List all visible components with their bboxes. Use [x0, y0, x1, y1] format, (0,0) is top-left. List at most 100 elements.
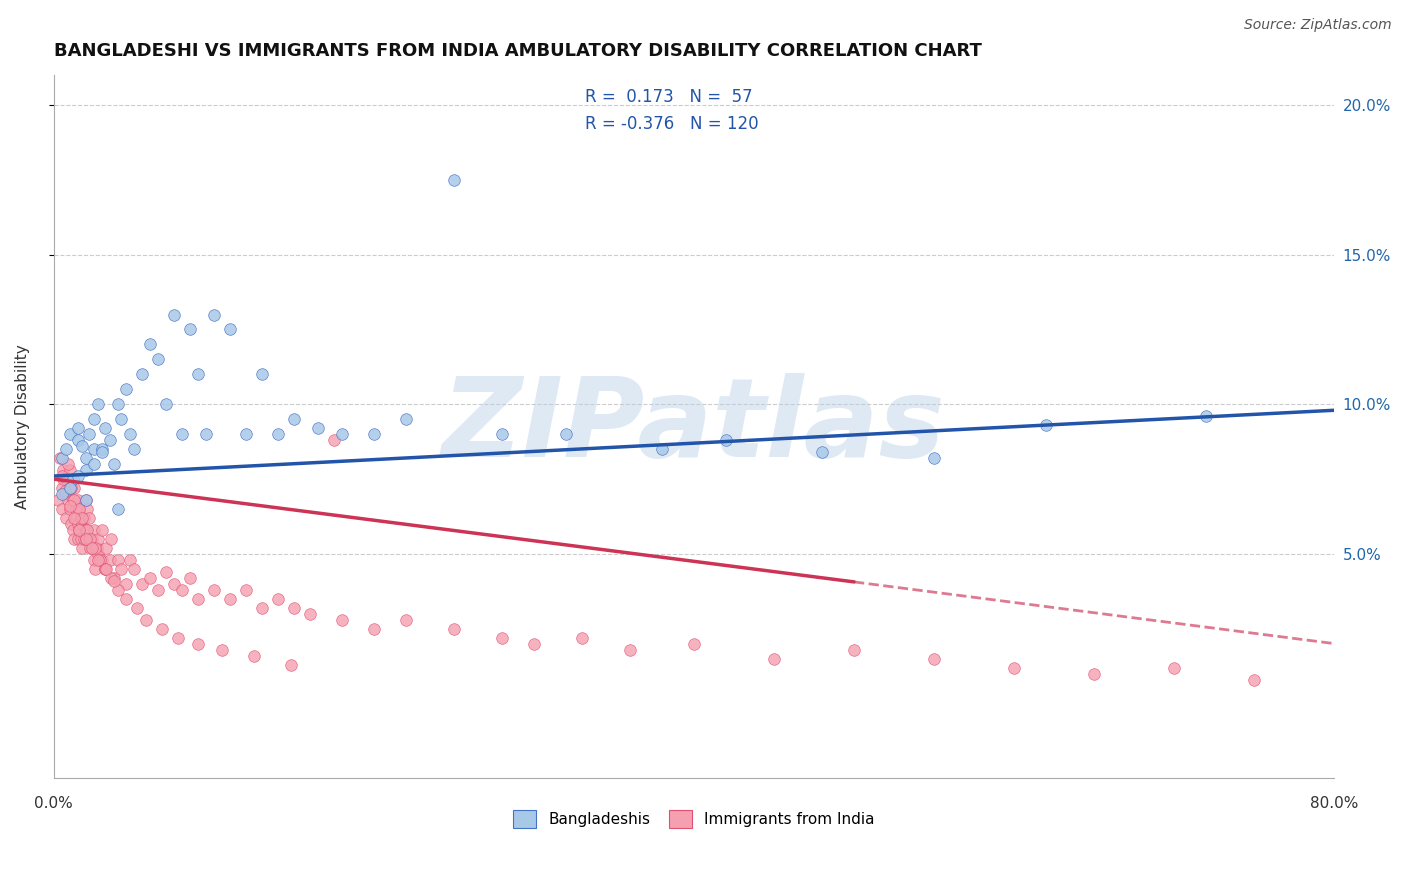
Point	[811, 445, 834, 459]
Point	[842, 642, 865, 657]
Point	[83, 553, 105, 567]
Point	[53, 483, 76, 498]
Point	[96, 562, 118, 576]
Point	[267, 427, 290, 442]
Point	[1163, 660, 1185, 674]
Point	[194, 427, 217, 442]
Point	[202, 582, 225, 597]
Point	[298, 607, 321, 621]
Point	[152, 622, 174, 636]
Point	[395, 412, 418, 426]
Point	[51, 502, 73, 516]
Text: ZIPatlas: ZIPatlas	[441, 373, 946, 480]
Point	[75, 523, 97, 537]
Point	[76, 502, 98, 516]
Point	[90, 442, 112, 457]
Point	[63, 532, 86, 546]
Point	[80, 532, 103, 546]
Point	[60, 481, 83, 495]
Point	[83, 523, 105, 537]
Point	[67, 502, 90, 516]
Point	[83, 412, 105, 426]
Point	[167, 631, 190, 645]
Y-axis label: Ambulatory Disability: Ambulatory Disability	[15, 344, 30, 509]
Point	[87, 547, 110, 561]
Point	[110, 412, 132, 426]
Point	[55, 472, 77, 486]
Point	[48, 493, 70, 508]
Point	[330, 613, 353, 627]
Point	[87, 397, 110, 411]
Point	[1035, 418, 1057, 433]
Point	[56, 493, 79, 508]
Point	[100, 571, 122, 585]
Point	[187, 591, 209, 606]
Point	[125, 600, 148, 615]
Point	[52, 463, 75, 477]
Point	[683, 637, 706, 651]
Point	[235, 582, 257, 597]
Point	[51, 481, 73, 495]
Point	[66, 469, 89, 483]
Point	[75, 451, 97, 466]
Point	[235, 427, 257, 442]
Point	[66, 516, 89, 531]
Point	[155, 397, 177, 411]
Point	[242, 648, 264, 663]
Point	[84, 541, 107, 555]
Point	[571, 631, 593, 645]
Point	[762, 651, 785, 665]
Point	[73, 511, 96, 525]
Point	[146, 582, 169, 597]
Point	[65, 502, 87, 516]
Point	[103, 571, 125, 585]
Point	[122, 442, 145, 457]
Point	[114, 576, 136, 591]
Text: 80.0%: 80.0%	[1310, 797, 1358, 811]
Point	[280, 657, 302, 672]
Point	[107, 397, 129, 411]
Point	[107, 582, 129, 597]
Point	[75, 493, 97, 508]
Point	[63, 493, 86, 508]
Point	[72, 511, 94, 525]
Point	[94, 421, 117, 435]
Point	[1195, 409, 1218, 424]
Point	[67, 502, 90, 516]
Point	[62, 523, 84, 537]
Point	[491, 427, 513, 442]
Point	[98, 433, 121, 447]
Point	[363, 622, 385, 636]
Point	[51, 487, 73, 501]
Point	[131, 368, 153, 382]
Point	[523, 637, 546, 651]
Point	[138, 571, 160, 585]
Point	[59, 481, 82, 495]
Point	[211, 642, 233, 657]
Point	[1083, 666, 1105, 681]
Point	[131, 576, 153, 591]
Point	[307, 421, 329, 435]
Point	[146, 352, 169, 367]
Point	[67, 523, 90, 537]
Point	[66, 421, 89, 435]
Point	[60, 516, 83, 531]
Point	[163, 308, 186, 322]
Point	[122, 562, 145, 576]
Point	[52, 472, 75, 486]
Point	[103, 574, 125, 588]
Point	[283, 600, 305, 615]
Legend: Bangladeshis, Immigrants from India: Bangladeshis, Immigrants from India	[508, 804, 880, 834]
Point	[75, 493, 97, 508]
Point	[714, 433, 737, 447]
Point	[135, 613, 157, 627]
Point	[114, 591, 136, 606]
Point	[77, 427, 100, 442]
Point	[69, 511, 91, 525]
Point	[491, 631, 513, 645]
Point	[187, 637, 209, 651]
Point	[75, 532, 97, 546]
Point	[170, 427, 193, 442]
Point	[218, 322, 240, 336]
Point	[79, 541, 101, 555]
